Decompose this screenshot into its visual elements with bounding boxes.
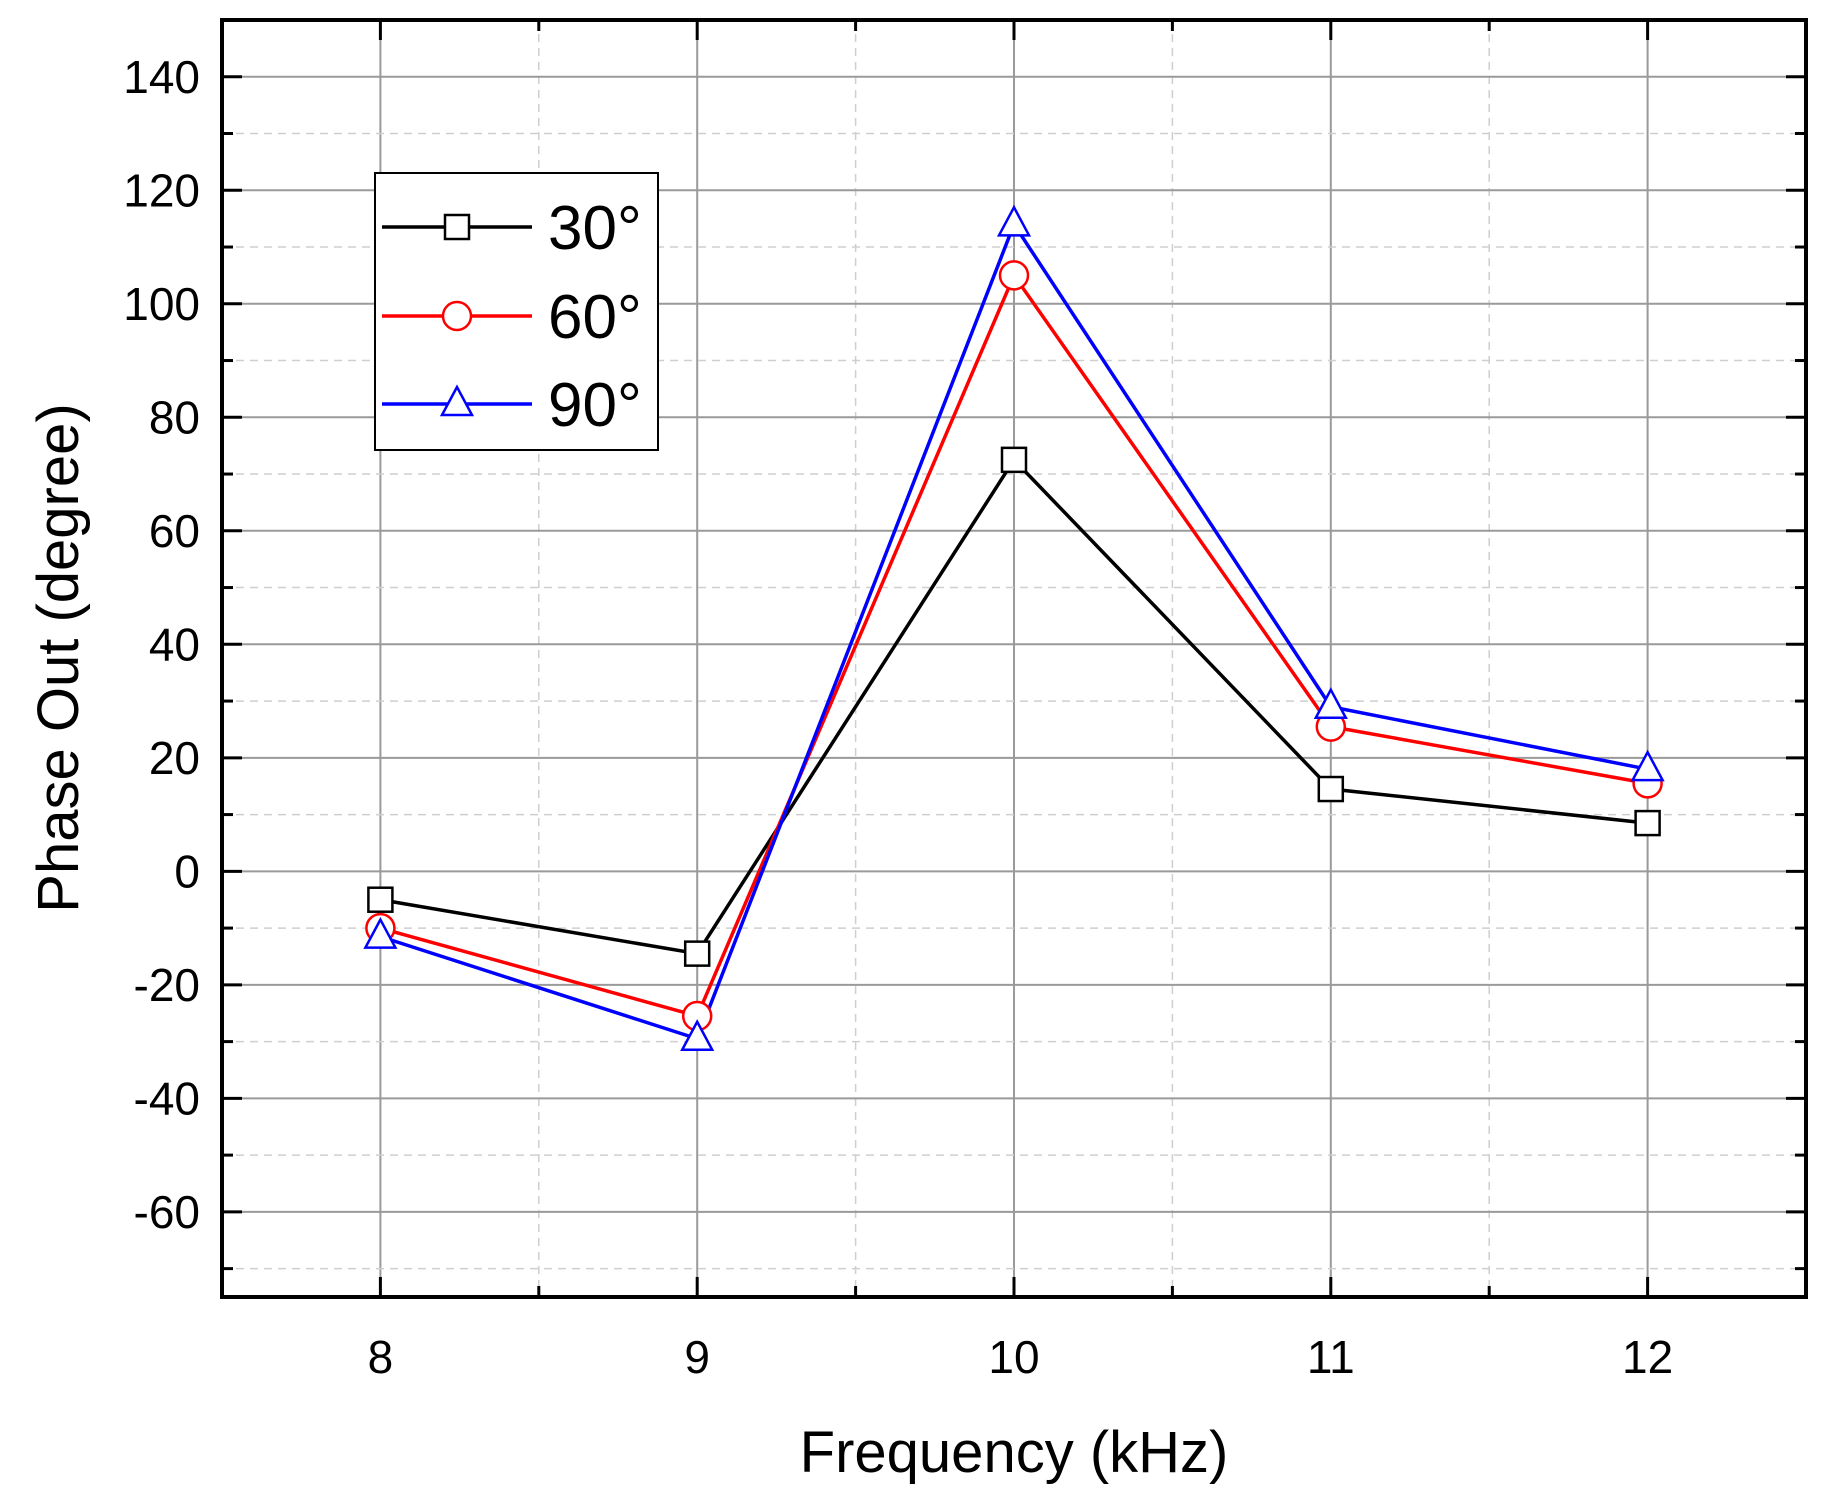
legend-label-0: 30° [548,194,642,263]
series-layer [363,204,1665,1052]
legend-marker-1 [441,300,473,332]
data-point-series-2 [363,916,398,949]
y-tick-label: 60 [149,505,200,557]
x-tick-label: 10 [988,1331,1039,1383]
ticks [222,18,1806,1297]
tick-labels: 8 9 10 11 12 -60 -40 -20 0 20 40 60 80 100 120 140 [123,51,1673,1383]
data-point-series-2 [1630,749,1665,782]
y-tick-label: 100 [123,278,200,330]
data-point-series-0 [1000,446,1028,474]
x-tick-label: 9 [684,1331,710,1383]
data-point-series-2 [1313,687,1348,719]
y-tick-label: 20 [149,732,200,784]
x-tick-label: 11 [1307,1331,1355,1383]
data-point-series-0 [1634,809,1661,837]
y-tick-label: 140 [123,51,200,103]
data-point-series-1 [998,260,1030,291]
data-point-series-0 [367,886,394,913]
y-tick-label: 80 [149,391,200,443]
data-point-series-0 [1317,775,1345,803]
x-axis-title: Frequency (kHz) [800,1420,1229,1485]
x-tick-label: 8 [368,1331,394,1383]
y-tick-label: -20 [134,959,200,1011]
legend-label-2: 90° [548,371,642,440]
legend: 30° 60° 90° [374,172,659,451]
y-tick-label: -60 [134,1186,200,1238]
data-point-series-2 [680,1019,715,1052]
legend-label-1: 60° [548,283,642,352]
y-tick-label: 120 [123,164,200,216]
data-point-series-0 [683,940,711,967]
y-tick-label: 40 [149,618,200,670]
data-point-series-2 [996,204,1032,237]
y-axis-title: Phase Out (degree) [26,403,91,912]
y-tick-label: -40 [134,1072,200,1124]
legend-marker-0 [443,213,471,241]
y-tick-label: 0 [174,845,200,897]
legend-marker-2 [439,384,475,417]
x-tick-label: 12 [1622,1331,1673,1383]
